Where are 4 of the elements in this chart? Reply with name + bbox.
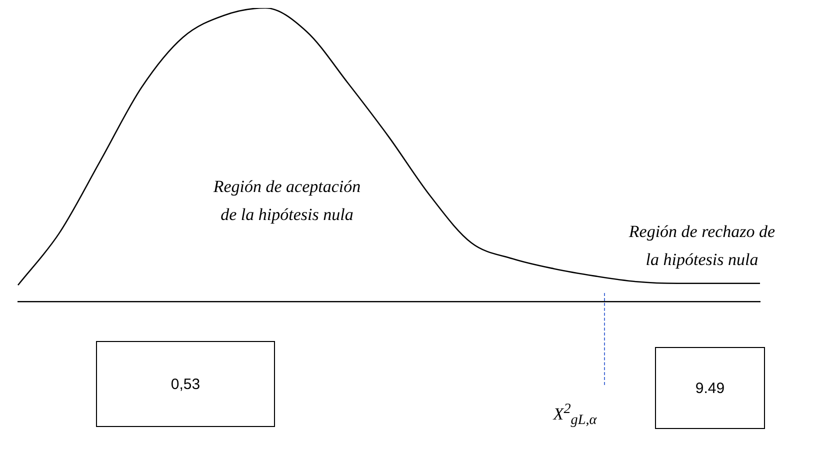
text: 0,53 xyxy=(96,341,275,427)
text: 9.49 xyxy=(655,347,765,429)
annotation: Región de aceptación de la hipótesis nula xyxy=(212,176,362,226)
annotation: Región de rechazo de la hipótesis nula xyxy=(628,221,776,271)
